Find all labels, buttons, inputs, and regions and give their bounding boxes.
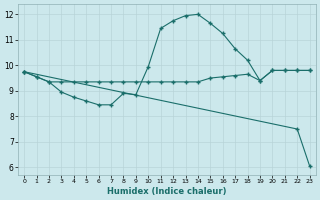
X-axis label: Humidex (Indice chaleur): Humidex (Indice chaleur) — [107, 187, 227, 196]
